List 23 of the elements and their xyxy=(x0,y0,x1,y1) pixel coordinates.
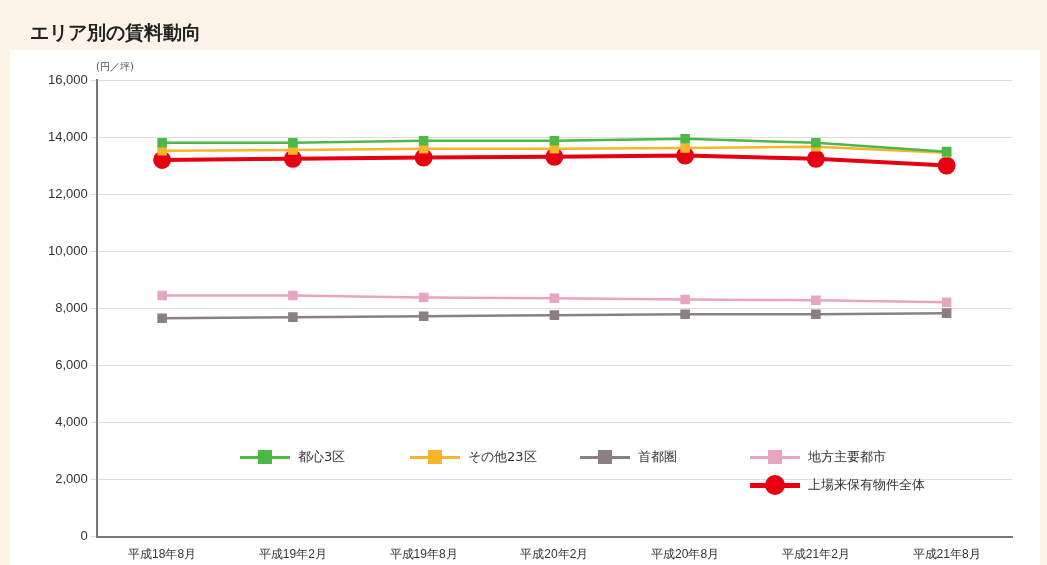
y-tick-label: 4,000 xyxy=(55,414,88,430)
y-tick-label: 2,000 xyxy=(55,471,88,487)
chart-title: エリア別の賃料動向 xyxy=(30,20,201,45)
legend-label: その他23区 xyxy=(468,448,537,466)
x-tick-label: 平成18年8月 xyxy=(128,547,197,562)
y-tick-label: 8,000 xyxy=(55,299,88,315)
y-tick-label: 0 xyxy=(80,528,88,544)
x-tick-label: 平成20年8月 xyxy=(651,547,720,562)
x-tick-label: 平成20年2月 xyxy=(520,547,589,562)
y-tick-label: 14,000 xyxy=(48,128,88,144)
x-tick-label: 平成21年8月 xyxy=(912,547,981,562)
x-tick-label: 平成19年8月 xyxy=(389,547,458,562)
legend-label: 地方主要都市 xyxy=(808,448,886,466)
y-tick-label: 12,000 xyxy=(48,185,88,201)
x-tick-label: 平成19年2月 xyxy=(258,547,327,562)
legend-label: 都心3区 xyxy=(298,448,346,466)
y-tick-label: 16,000 xyxy=(48,71,88,87)
legend-label: 首都圏 xyxy=(638,448,677,466)
x-tick-label: 平成21年2月 xyxy=(781,547,850,562)
legend-label: 上場来保有物件全体 xyxy=(808,476,925,494)
y-tick-label: 10,000 xyxy=(48,242,88,258)
y-tick-label: 6,000 xyxy=(55,356,88,372)
y-axis-title: (円／坪) xyxy=(96,60,134,74)
